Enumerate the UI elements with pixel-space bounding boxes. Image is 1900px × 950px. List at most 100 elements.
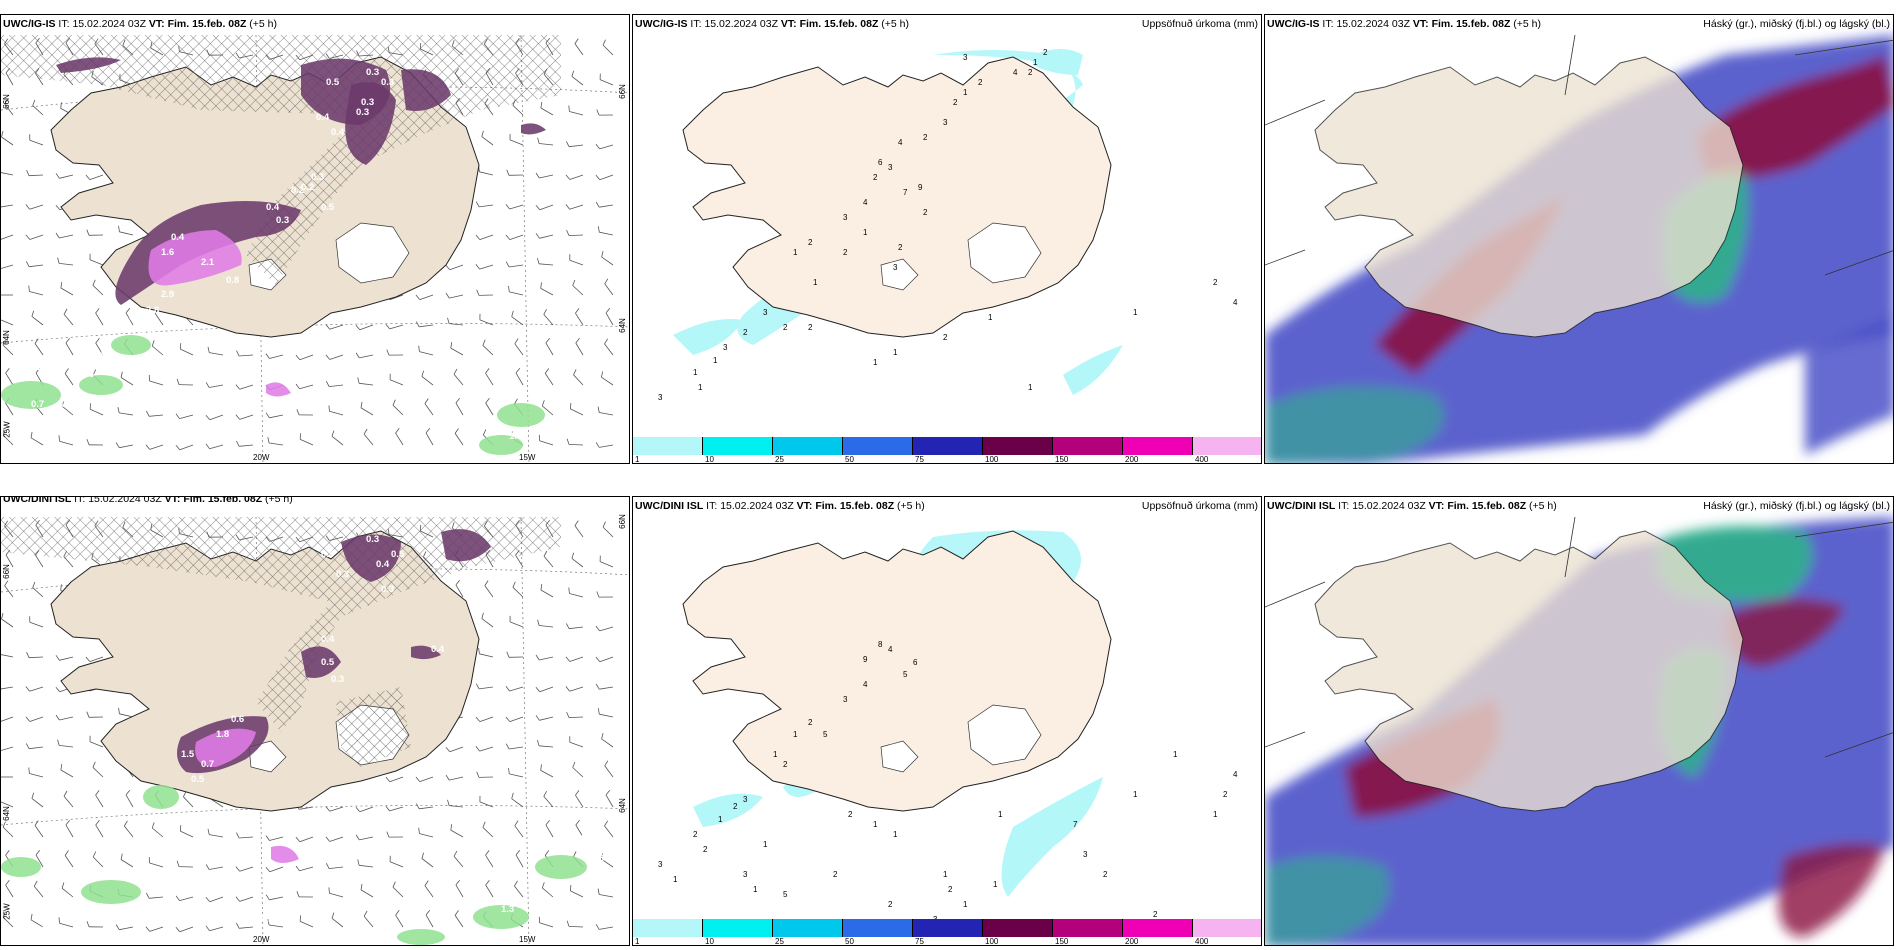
value-label: 0.3 [366, 534, 379, 545]
value-label: 0.3 [361, 97, 374, 108]
value-label: 3 [843, 213, 848, 222]
value-label: 3 [658, 393, 663, 402]
snow-area [148, 230, 242, 286]
value-label: 1 [963, 900, 968, 909]
precip-map: 1234568945213212231114211123253121337322… [658, 530, 1238, 939]
colorbar-segment [843, 437, 913, 455]
value-label: 1.3 [509, 431, 522, 442]
colorbar-segment [703, 437, 773, 455]
value-label: 1 [873, 820, 878, 829]
value-label: 0.5 [191, 774, 205, 785]
value-label: 1 [998, 810, 1003, 819]
colorbar-segment [983, 437, 1053, 455]
value-label: 0.7 [101, 852, 114, 863]
value-label: 0.6 [101, 347, 114, 358]
value-label: 0.4 [431, 644, 445, 655]
value-label: 0.3 [381, 77, 394, 88]
value-label: 2 [873, 173, 878, 182]
value-label: 9 [918, 183, 923, 192]
rain-area [1, 857, 41, 877]
rain-areas [1, 335, 545, 455]
value-label: 2 [733, 802, 738, 811]
value-label: 2.1 [201, 257, 215, 268]
value-label: 0.8 [261, 914, 274, 925]
value-label: 0.3 [276, 215, 289, 226]
value-label: 0.3 [381, 584, 394, 595]
snow-area [115, 201, 301, 305]
value-label: 2 [1213, 278, 1218, 287]
rain-area [143, 785, 179, 809]
value-label: 2 [898, 243, 903, 252]
panel-right-title: Uppsöfnuð úrkoma (mm) [1141, 500, 1258, 512]
value-label: 4 [863, 198, 868, 207]
panel-title: UWC/DINI ISL IT: 15.02.2024 03Z VT: Fim.… [635, 500, 925, 512]
value-label: 3 [888, 163, 893, 172]
value-label: 2 [743, 328, 748, 337]
rain-area [1, 381, 61, 409]
value-label: 2 [923, 208, 928, 217]
panel-right-title: Uppsöfnuð úrkoma (mm) [1141, 18, 1258, 30]
value-label: 2 [783, 323, 788, 332]
value-label: 4 [863, 680, 868, 689]
value-label: 2 [808, 323, 813, 332]
value-label: 1 [1028, 383, 1033, 392]
value-label: 3 [763, 308, 768, 317]
snow-areas [56, 57, 546, 397]
value-label: 2 [848, 810, 853, 819]
value-label: 0.3 [331, 674, 344, 685]
value-label: 1.4 [126, 839, 140, 850]
colorbar-tick: 25 [775, 455, 784, 464]
panel-wind-snow-bottom: UWC/DINI ISL IT: 15.02.2024 03Z VT: Fim.… [0, 496, 630, 946]
value-label: 1 [873, 358, 878, 367]
value-label: 2 [693, 830, 698, 839]
colorbar-tick: 75 [915, 937, 924, 946]
value-label: 1 [863, 228, 868, 237]
value-label: 1 [673, 875, 678, 884]
value-label: 2.9 [161, 289, 174, 300]
value-label: 1.3 [101, 867, 114, 878]
colorbar-tick: 1 [635, 937, 640, 946]
value-label: 1 [718, 815, 723, 824]
value-label: 1.1 [36, 362, 50, 373]
value-label: 1 [793, 730, 798, 739]
value-label: 0.4 [376, 559, 390, 570]
value-label: 1.8 [216, 729, 229, 740]
value-label: 4 [1233, 298, 1238, 307]
region-boundaries [1265, 516, 1893, 758]
iceland-landmass [1314, 56, 1744, 338]
value-label: 0.4 [316, 112, 330, 123]
snow-area [411, 645, 441, 660]
value-label: 0.6 [121, 312, 134, 323]
value-label: 3 [843, 695, 848, 704]
hatched-area [1, 517, 561, 767]
panel-clouds-bottom: UWC/DINI ISL IT: 15.02.2024 03Z VT: Fim.… [1264, 496, 1894, 946]
value-label: 1 [693, 368, 698, 377]
value-label: 1 [1213, 810, 1218, 819]
value-label: 4 [1013, 68, 1018, 77]
value-label: 0.4 [171, 232, 185, 243]
colorbar-segment [1193, 919, 1261, 937]
wind-snow-map: 0.30.40.50.30.50.30.40.50.30.40.61.81.50… [1, 516, 629, 945]
value-label: 2.0 [581, 829, 594, 840]
snow-area [345, 82, 396, 165]
value-label: 2 [703, 845, 708, 854]
lat-label-66: 66N [1, 94, 11, 109]
value-label: 0.7 [61, 399, 74, 410]
value-label: 1 [713, 356, 718, 365]
iceland-landmass [682, 530, 1112, 812]
value-label: 1 [993, 880, 998, 889]
value-label: 2 [923, 133, 928, 142]
colorbar-tick: 400 [1195, 455, 1209, 464]
value-label: 0.8 [521, 387, 534, 398]
value-label: 0.6 [161, 839, 174, 850]
rain-area [81, 880, 141, 904]
value-label: 3 [743, 870, 748, 879]
value-label: 0.7 [31, 399, 44, 410]
colorbar-tick: 200 [1125, 455, 1139, 464]
value-label: 0.4 [266, 202, 280, 213]
value-label: 2 [1028, 68, 1033, 77]
value-label: 3 [743, 795, 748, 804]
colorbar-tick: 75 [915, 455, 924, 464]
value-label: 2 [943, 333, 948, 342]
